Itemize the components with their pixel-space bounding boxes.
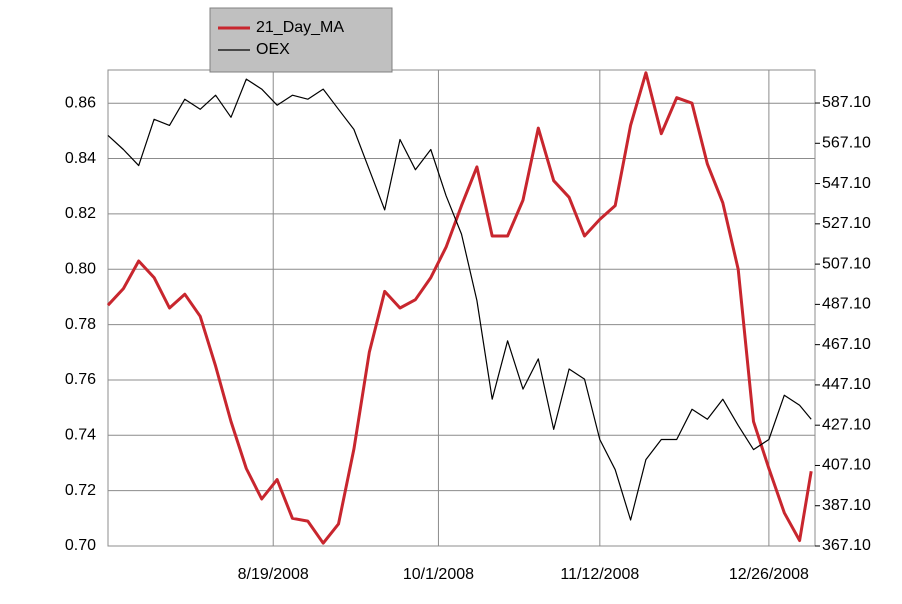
y2-tick-label: 427.10 [822, 416, 871, 433]
y2-tick-label: 527.10 [822, 215, 871, 232]
y-tick-label: 0.86 [65, 94, 96, 111]
y2-tick-label: 547.10 [822, 175, 871, 192]
y-tick-label: 0.74 [65, 427, 96, 444]
y2-tick-label: 467.10 [822, 336, 871, 353]
y2-tick-label: 407.10 [822, 457, 871, 474]
y-tick-label: 0.80 [65, 260, 96, 277]
series-line [106, 71, 813, 545]
series-line [107, 78, 812, 521]
plot-area [107, 69, 816, 547]
legend-label: 21_Day_MA [256, 19, 344, 36]
grid [108, 70, 820, 547]
y2-tick-label: 447.10 [822, 376, 871, 393]
y-tick-label: 0.72 [65, 482, 96, 499]
y-tick-label: 0.82 [65, 205, 96, 222]
y2-tick-label: 387.10 [822, 497, 871, 514]
y2-tick-label: 487.10 [822, 296, 871, 313]
lines [106, 71, 813, 545]
legend-label: OEX [256, 41, 290, 58]
y-tick-label: 0.70 [65, 537, 96, 554]
y-tick-label: 0.78 [65, 316, 96, 333]
labels: 0.70 0.72 0.74 0.76 0.78 0.80 0.82 0.84 0.86 367.… [65, 94, 871, 583]
x-tick-label: 10/1/2008 [403, 566, 474, 583]
y2-tick-label: 567.10 [822, 135, 871, 152]
y2-tick-label: 507.10 [822, 255, 871, 272]
y2-tick-label: 367.10 [822, 537, 871, 554]
legend-box [209, 7, 393, 73]
y-tick-label: 0.84 [65, 150, 96, 167]
y2-tick-label: 587.10 [822, 94, 871, 111]
x-tick-label: 11/12/2008 [560, 566, 639, 583]
x-tick-label: 8/19/2008 [238, 566, 309, 583]
x-tick-label: 12/26/2008 [729, 566, 809, 583]
y-tick-label: 0.76 [65, 371, 96, 388]
legend: 21_Day_MA OEX [209, 7, 393, 73]
